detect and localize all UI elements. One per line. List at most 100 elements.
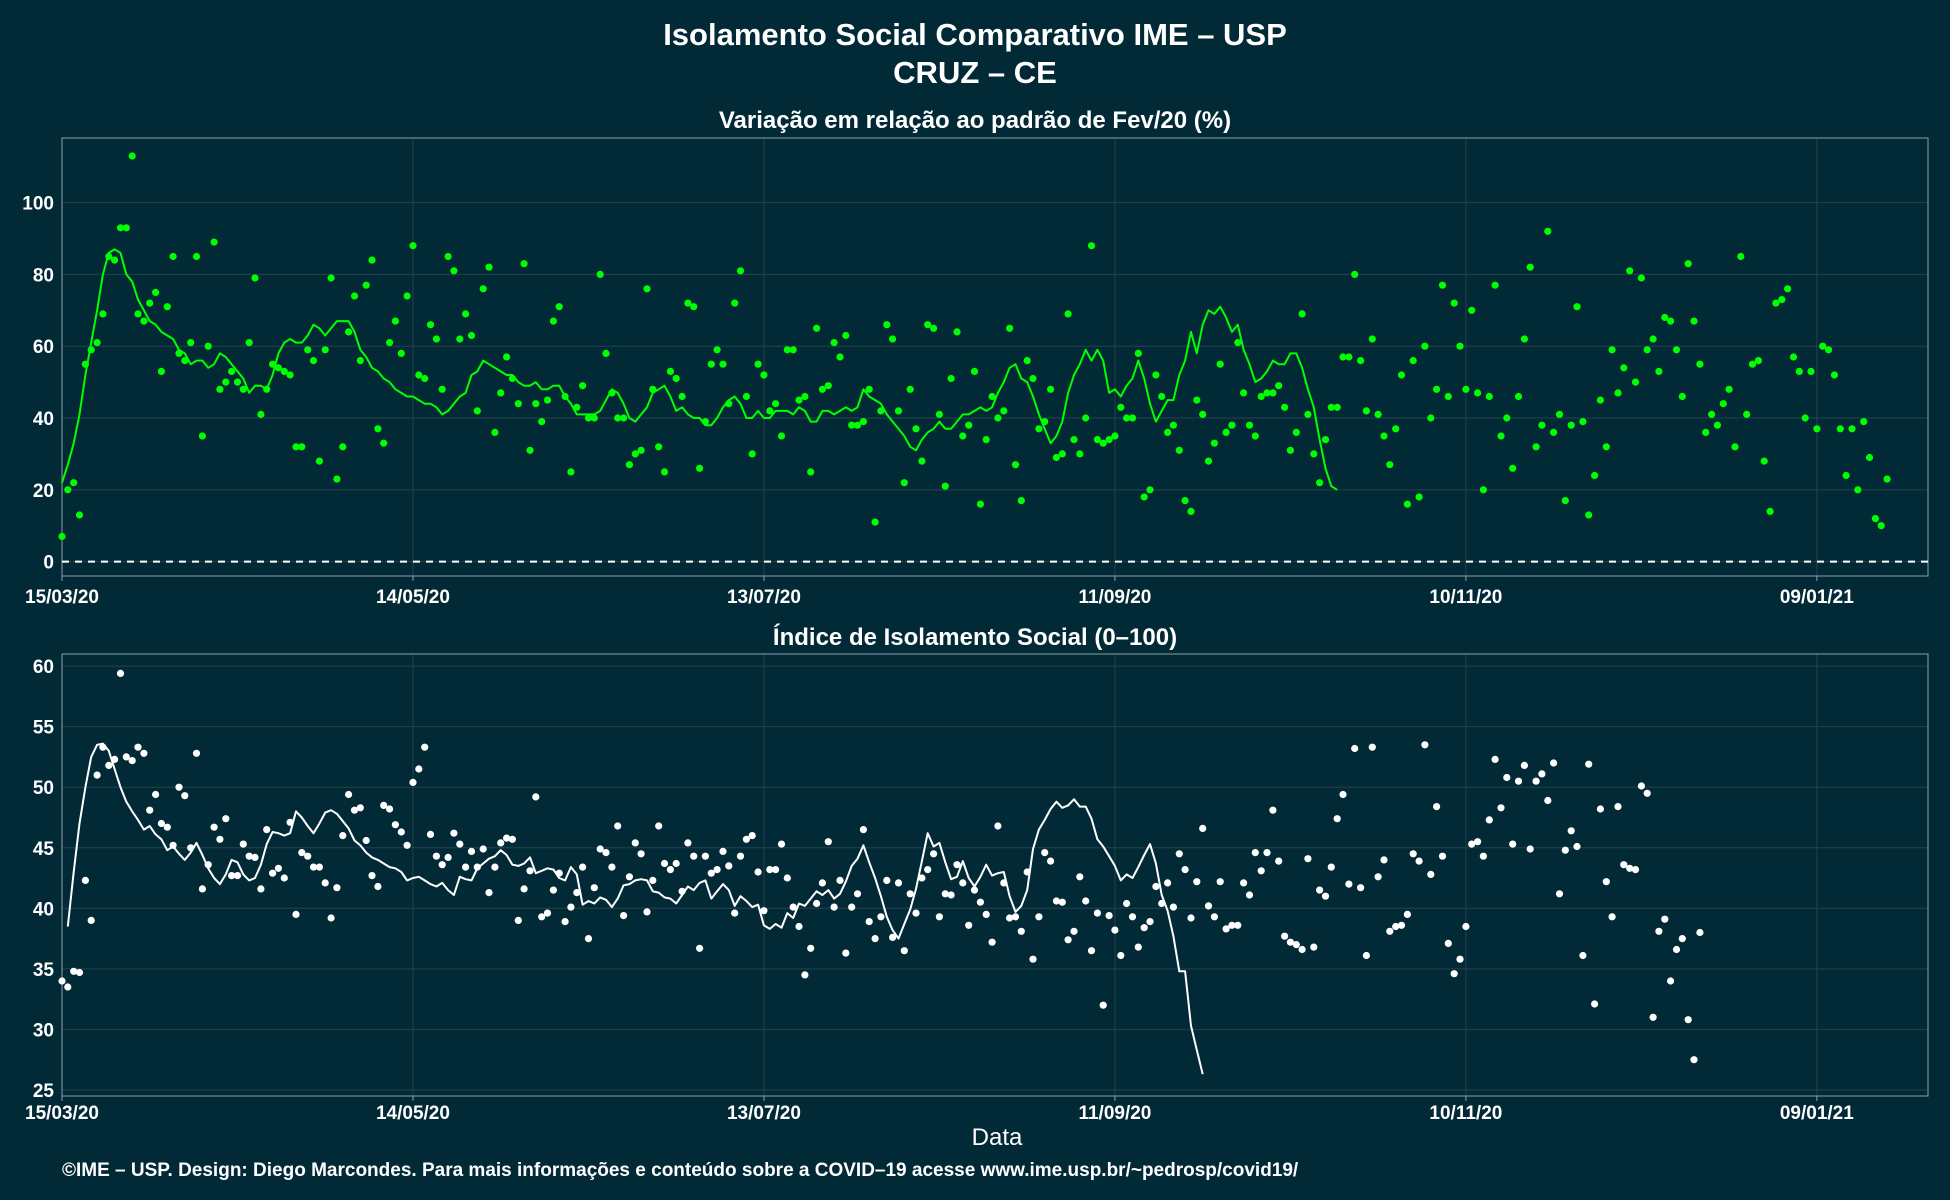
panel1-data-point: [1304, 410, 1312, 418]
panel2-data-point: [649, 876, 657, 885]
panel1-data-point: [169, 252, 177, 261]
panel1-data-point: [1778, 296, 1786, 304]
panel2-data-point: [1468, 840, 1476, 848]
panel1-data-point: [274, 364, 282, 372]
panel2-data-point: [198, 885, 206, 893]
panel1-data-point: [842, 331, 850, 340]
panel2-data-point: [672, 859, 680, 868]
panel2-data-point: [719, 847, 727, 856]
panel1-data-point: [1123, 414, 1131, 422]
panel1-data-point: [1204, 457, 1213, 465]
panel2-data-point: [380, 801, 388, 810]
panel1-data-point: [1023, 357, 1031, 365]
panel2-data-point: [1193, 878, 1201, 886]
panel1-data-point: [438, 385, 446, 393]
panel2-data-point: [1058, 898, 1066, 906]
panel1-data-point: [1357, 357, 1365, 365]
panel1-data-point: [567, 468, 575, 476]
panel1-data-point: [924, 321, 932, 329]
panel1-data-point: [1386, 461, 1394, 469]
panel1-data-point: [1643, 346, 1651, 354]
panel1-data-point: [894, 407, 903, 415]
panel2-data-point: [906, 890, 914, 898]
panel1-data-point: [830, 339, 838, 347]
panel2-data-point: [1345, 880, 1353, 888]
panel2-data-point: [918, 874, 926, 882]
panel2-data-point: [696, 944, 704, 952]
panel2-y-tick-label: 25: [33, 1081, 55, 1102]
panel1-data-point: [637, 446, 645, 454]
panel1-data-point: [1146, 486, 1154, 494]
panel1-data-point: [1070, 436, 1078, 444]
panel1-data-point: [192, 252, 201, 261]
panel1-data-point: [233, 378, 242, 386]
panel1-data-point: [1269, 389, 1277, 397]
panel1-data-point: [1397, 371, 1406, 379]
panel2-data-point: [1216, 878, 1224, 886]
panel1-data-point: [1316, 479, 1324, 487]
panel2-data-point: [1087, 947, 1096, 955]
panel1-data-point: [660, 468, 669, 476]
panel2-data-point: [1310, 943, 1318, 951]
panel1-data-point: [1690, 317, 1698, 325]
panel2-data-point: [421, 743, 429, 751]
panel2-data-point: [1140, 924, 1148, 932]
panel1-data-point: [1772, 299, 1780, 307]
panel2-data-point: [1199, 824, 1207, 833]
panel1-data-point: [1310, 450, 1318, 458]
panel2-data-point: [853, 890, 862, 898]
panel1-data-point: [1479, 486, 1487, 494]
panel1-data-point: [1526, 263, 1534, 271]
panel2-data-point: [701, 852, 710, 860]
panel1-data-point: [1210, 439, 1218, 447]
panel1-data-point: [930, 324, 938, 332]
panel1-data-point: [1228, 421, 1236, 429]
panel2-x-tick-label: 09/01/21: [1780, 1103, 1854, 1124]
panel1-data-point: [801, 392, 809, 401]
panel1-data-point: [1351, 270, 1359, 278]
panel1-data-point: [304, 346, 312, 354]
panel1-data-point: [99, 310, 107, 318]
panel2-y-tick-label: 60: [33, 657, 54, 678]
panel1-data-point: [1813, 425, 1821, 433]
panel1-data-point: [1614, 389, 1622, 397]
panel1-data-point: [1754, 357, 1762, 365]
panel1-data-point: [584, 414, 593, 422]
panel1-data-point: [538, 418, 546, 426]
panel1-data-point: [877, 407, 885, 415]
panel2-data-point: [397, 828, 405, 836]
panel1-data-point: [1456, 342, 1464, 350]
panel1-x-tick-label: 09/01/21: [1780, 587, 1854, 608]
panel1-data-point: [362, 281, 370, 289]
panel1-data-point: [503, 353, 511, 361]
panel1-data-point: [684, 299, 692, 307]
panel1-data-point: [321, 346, 329, 354]
panel1-data-point: [251, 274, 259, 282]
panel2-data-point: [257, 885, 265, 893]
panel2-data-point: [1234, 921, 1242, 929]
panel1-data-point: [994, 414, 1002, 422]
panel2-data-point: [1667, 977, 1675, 985]
panel2-data-point: [1041, 849, 1049, 857]
panel1-data-point: [719, 360, 727, 368]
panel2-data-point: [795, 922, 803, 931]
panel2-data-point: [1579, 951, 1587, 960]
panel1-data-point: [368, 256, 376, 264]
panel1-data-point: [748, 450, 756, 458]
panel2-data-point: [269, 869, 277, 877]
panel1-data-point: [731, 299, 739, 307]
panel1-data-point: [1573, 303, 1581, 311]
panel1-data-point: [1292, 428, 1300, 436]
panel2-data-point: [1006, 914, 1014, 922]
panel1-data-point: [309, 357, 318, 365]
panel2-data-point: [1444, 939, 1452, 948]
panel2-data-point: [538, 913, 546, 921]
panel2-data-point: [1093, 909, 1101, 917]
panel2-data-point: [1403, 910, 1411, 919]
panel1-data-point: [1006, 324, 1014, 332]
panel1-data-point: [1509, 464, 1517, 472]
panel1-data-point: [1345, 353, 1353, 361]
panel1-data-point: [450, 267, 458, 275]
panel1-data-point: [327, 274, 335, 282]
panel2-x-tick-label: 15/03/20: [25, 1103, 99, 1124]
